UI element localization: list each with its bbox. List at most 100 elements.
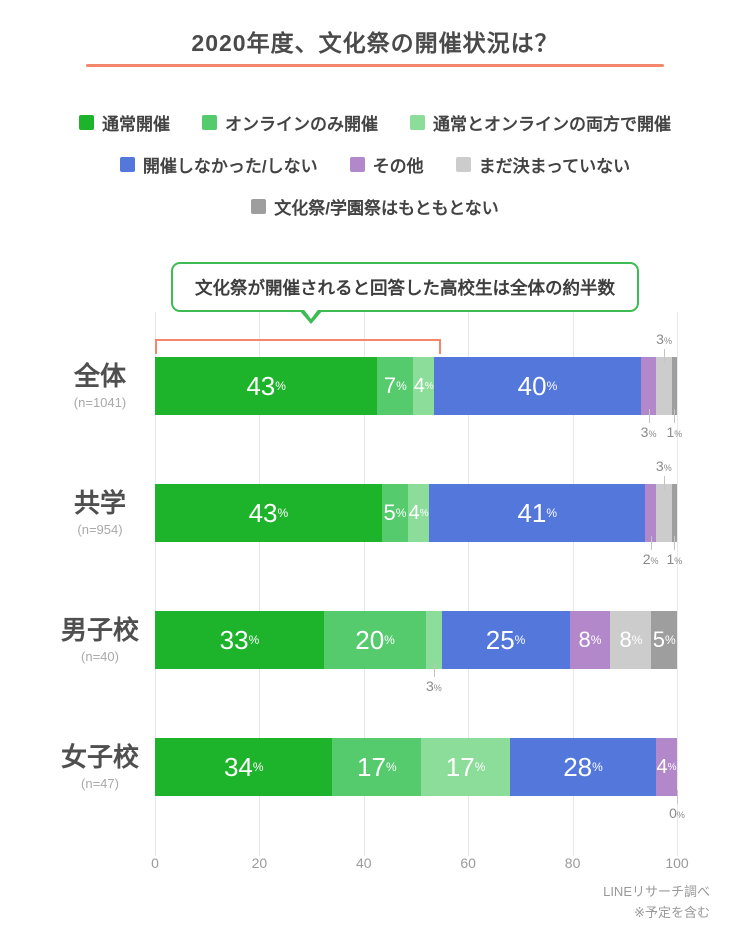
bar-segment: 4%	[656, 738, 677, 796]
legend-item: 通常開催	[79, 110, 170, 135]
bar-segment: 41%	[429, 484, 646, 542]
segment-value-label: 3%	[640, 424, 657, 440]
legend-row: 開催しなかった/しない その他 まだ決まっていない	[119, 152, 631, 177]
legend-row: 通常開催 オンラインのみ開催 通常とオンラインの両方で開催	[79, 110, 671, 135]
bar-segment: 5%	[651, 611, 677, 669]
gridline	[677, 312, 678, 856]
stacked-bar: 43% 7% 4% 40%	[155, 357, 677, 415]
segment-value-label: 1%	[666, 551, 683, 567]
legend-item: 通常とオンラインの両方で開催	[410, 110, 671, 135]
bar-segment: 33%	[155, 611, 324, 669]
source-note: LINEリサーチ調べ ※予定を含む	[603, 881, 710, 923]
bar-row: 34% 17% 17% 28% 4% 0%	[155, 738, 685, 821]
bar-segment	[671, 357, 677, 415]
bar-segment: 17%	[332, 738, 422, 796]
bar-segment	[640, 357, 657, 415]
bar-segment: 17%	[421, 738, 510, 796]
bar-segment: 5%	[381, 484, 409, 542]
category-label: 全体	[73, 361, 126, 391]
gridline	[468, 312, 470, 856]
legend-swatch-icon	[251, 199, 267, 214]
gridline	[259, 312, 261, 856]
legend-swatch-icon	[455, 157, 471, 172]
highlight-bracket	[155, 339, 441, 354]
segment-value-label: 0%	[669, 805, 685, 821]
segment-value-label: 3%	[655, 458, 672, 474]
bar-segment	[426, 611, 442, 669]
legend-item: 文化祭/学園祭はもともとない	[251, 194, 499, 219]
x-axis-tick-label: 40	[356, 855, 372, 871]
callout-bubble: 文化祭が開催されると回答した高校生は全体の約半数	[171, 262, 639, 324]
bar-segment: 4%	[413, 357, 435, 415]
bar-segment: 43%	[155, 357, 378, 415]
category-n-label: (n=47)	[81, 776, 119, 791]
x-axis-tick-label: 0	[151, 855, 159, 871]
leader-line	[433, 663, 435, 677]
legend-label: 通常開催	[102, 115, 170, 134]
gridline	[363, 312, 365, 856]
leader-line	[664, 349, 666, 363]
bar-segment	[645, 484, 656, 542]
stacked-bar: 43% 5% 4% 41%	[155, 484, 677, 542]
bar-segment: 4%	[408, 484, 430, 542]
bar-segment	[655, 484, 672, 542]
bar-segment: 7%	[377, 357, 414, 415]
plot-area: 0 20 40 60 80 100 43% 7% 4% 40% 3% 3% 1% 43% 5% 4% 41% 2%…	[151, 310, 689, 871]
title-underline	[86, 64, 664, 67]
stacked-bar: 33% 20% 25% 8% 8% 5%	[155, 611, 677, 669]
legend-label: オンラインのみ開催	[225, 115, 378, 134]
category-label: 共学	[73, 488, 126, 518]
stacked-bar: 34% 17% 17% 28% 4%	[155, 738, 677, 796]
category-label: 男子校	[60, 615, 139, 645]
note-line: ※予定を含む	[634, 905, 710, 920]
segment-value-label: 2%	[642, 551, 659, 567]
category-n-label: (n=40)	[81, 649, 119, 664]
source-line: LINEリサーチ調べ	[603, 884, 710, 899]
legend-swatch-icon	[410, 115, 425, 130]
legend-label: 通常とオンラインの両方で開催	[433, 115, 671, 134]
bar-row: 43% 5% 4% 41% 2% 3% 1%	[155, 458, 682, 567]
leader-line	[648, 409, 650, 423]
legend-swatch-icon	[202, 115, 217, 130]
bar-row: 43% 7% 4% 40% 3% 3% 1%	[155, 331, 682, 440]
x-axis-tick-label: 60	[460, 855, 476, 871]
legend-item: まだ決まっていない	[455, 152, 631, 177]
page-title: 2020年度、文化祭の開催状況は？	[191, 30, 559, 56]
bar-segment	[671, 484, 677, 542]
segment-value-label: 1%	[666, 424, 683, 440]
leader-line	[650, 536, 652, 550]
legend-item: 開催しなかった/しない	[119, 152, 318, 177]
bar-segment: 40%	[434, 357, 641, 415]
bar-segment: 28%	[509, 738, 657, 796]
legend-label: 開催しなかった/しない	[142, 157, 318, 176]
segment-value-label: 3%	[426, 678, 442, 694]
leader-line	[677, 790, 678, 804]
legend-item: その他	[349, 152, 424, 177]
bar-segment: 43%	[155, 484, 382, 542]
legend-label: 文化祭/学園祭はもともとない	[274, 199, 499, 218]
leader-line	[663, 476, 665, 490]
callout-text: 文化祭が開催されると回答した高校生は全体の約半数	[195, 277, 615, 298]
bar-segment: 20%	[323, 611, 427, 669]
bar-segment	[656, 357, 672, 415]
leader-line	[674, 409, 676, 423]
bar-segment: 8%	[569, 611, 611, 669]
gridline	[155, 312, 156, 856]
leader-line	[674, 536, 676, 550]
legend-label: まだ決まっていない	[478, 157, 631, 176]
x-axis-tick-label: 80	[564, 855, 581, 871]
legend-item: オンラインのみ開催	[202, 110, 378, 135]
legend-row: 文化祭/学園祭はもともとない	[251, 194, 499, 219]
bar-segment: 25%	[441, 611, 570, 669]
legend: 通常開催 オンラインのみ開催 通常とオンラインの両方で開催開催しなかった/しない その…	[0, 110, 750, 219]
category-n-label: (n=954)	[77, 522, 123, 537]
legend-swatch-icon	[119, 157, 135, 172]
category-label: 女子校	[60, 742, 139, 772]
gridline	[572, 312, 574, 856]
x-axis-tick-label: 20	[251, 855, 268, 871]
legend-label: その他	[372, 157, 424, 176]
segment-value-label: 3%	[656, 331, 672, 347]
x-axis-tick-label: 100	[665, 855, 689, 871]
legend-swatch-icon	[349, 157, 365, 172]
